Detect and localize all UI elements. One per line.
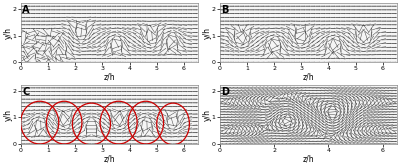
Text: A: A [22,5,30,15]
X-axis label: z/h: z/h [302,154,314,163]
Text: D: D [221,87,229,97]
Y-axis label: y/h: y/h [202,27,212,39]
Text: C: C [22,87,30,97]
X-axis label: z/h: z/h [103,154,115,163]
Y-axis label: y/h: y/h [4,109,12,121]
X-axis label: z/h: z/h [103,73,115,82]
Y-axis label: y/h: y/h [4,27,12,39]
Y-axis label: y/h: y/h [202,109,212,121]
Text: B: B [221,5,229,15]
X-axis label: z/h: z/h [302,73,314,82]
